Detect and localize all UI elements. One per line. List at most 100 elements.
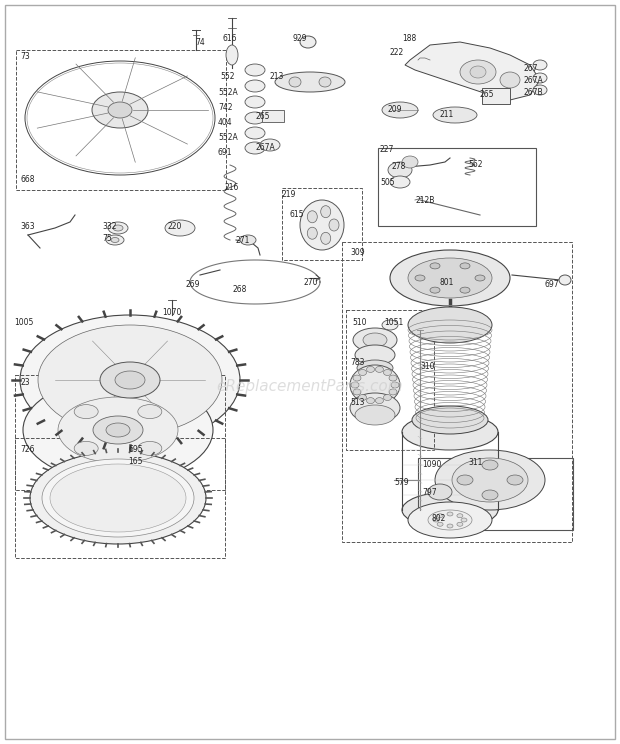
Text: 505: 505 bbox=[380, 178, 394, 187]
Ellipse shape bbox=[113, 225, 123, 231]
Ellipse shape bbox=[20, 315, 240, 445]
Text: 562: 562 bbox=[468, 160, 482, 169]
Ellipse shape bbox=[363, 333, 387, 347]
Ellipse shape bbox=[559, 275, 571, 285]
Ellipse shape bbox=[533, 73, 547, 83]
Ellipse shape bbox=[408, 502, 492, 538]
Ellipse shape bbox=[138, 405, 162, 419]
Ellipse shape bbox=[226, 45, 238, 65]
Text: 726: 726 bbox=[20, 445, 35, 454]
Ellipse shape bbox=[245, 80, 265, 92]
Text: 1005: 1005 bbox=[14, 318, 33, 327]
Ellipse shape bbox=[106, 423, 130, 437]
Text: 267A: 267A bbox=[524, 76, 544, 85]
Bar bbox=[342, 242, 572, 542]
Ellipse shape bbox=[447, 512, 453, 516]
Ellipse shape bbox=[108, 102, 132, 118]
Text: 802: 802 bbox=[432, 514, 446, 523]
Ellipse shape bbox=[402, 414, 498, 450]
Text: 801: 801 bbox=[440, 278, 454, 287]
Ellipse shape bbox=[475, 275, 485, 281]
Ellipse shape bbox=[408, 307, 492, 343]
Ellipse shape bbox=[408, 258, 492, 298]
Ellipse shape bbox=[74, 405, 98, 419]
Text: 783: 783 bbox=[350, 358, 365, 367]
Text: 616: 616 bbox=[223, 34, 237, 43]
Text: 310: 310 bbox=[420, 362, 435, 371]
Ellipse shape bbox=[353, 375, 361, 381]
Ellipse shape bbox=[437, 522, 443, 526]
Ellipse shape bbox=[382, 320, 398, 330]
Text: 797: 797 bbox=[422, 488, 436, 497]
Ellipse shape bbox=[50, 464, 186, 532]
Ellipse shape bbox=[38, 325, 222, 435]
Ellipse shape bbox=[430, 287, 440, 293]
Ellipse shape bbox=[93, 416, 143, 444]
Text: 695: 695 bbox=[128, 445, 143, 454]
Ellipse shape bbox=[437, 514, 443, 518]
Text: 222: 222 bbox=[390, 48, 404, 57]
Ellipse shape bbox=[308, 227, 317, 240]
Text: 227: 227 bbox=[380, 145, 394, 154]
Ellipse shape bbox=[355, 405, 395, 425]
Text: 213: 213 bbox=[270, 72, 285, 81]
Ellipse shape bbox=[319, 77, 331, 87]
Text: 1070: 1070 bbox=[162, 308, 182, 317]
Ellipse shape bbox=[321, 205, 330, 218]
Ellipse shape bbox=[402, 156, 418, 168]
Ellipse shape bbox=[461, 518, 467, 522]
Text: 513: 513 bbox=[350, 398, 365, 407]
Ellipse shape bbox=[412, 406, 488, 434]
Text: 1090: 1090 bbox=[422, 460, 441, 469]
Text: 211: 211 bbox=[440, 110, 454, 119]
Ellipse shape bbox=[358, 394, 366, 400]
Text: 668: 668 bbox=[20, 175, 35, 184]
Text: 209: 209 bbox=[388, 105, 402, 114]
Ellipse shape bbox=[106, 235, 124, 245]
Ellipse shape bbox=[240, 235, 256, 245]
Text: 267: 267 bbox=[524, 64, 539, 73]
Ellipse shape bbox=[507, 475, 523, 485]
Ellipse shape bbox=[428, 510, 472, 530]
Text: 579: 579 bbox=[394, 478, 409, 487]
Ellipse shape bbox=[366, 397, 374, 403]
Ellipse shape bbox=[460, 263, 470, 269]
Text: 269: 269 bbox=[186, 280, 200, 289]
Ellipse shape bbox=[389, 375, 397, 381]
Ellipse shape bbox=[470, 66, 486, 78]
Bar bbox=[15, 438, 225, 558]
Ellipse shape bbox=[138, 441, 162, 455]
Text: 363: 363 bbox=[20, 222, 35, 231]
Ellipse shape bbox=[245, 127, 265, 139]
Bar bbox=[15, 375, 225, 490]
Ellipse shape bbox=[382, 102, 418, 118]
Text: 74: 74 bbox=[195, 38, 205, 47]
Ellipse shape bbox=[433, 518, 439, 522]
Ellipse shape bbox=[533, 60, 547, 70]
Bar bbox=[16, 50, 226, 190]
Ellipse shape bbox=[457, 475, 473, 485]
Text: 270: 270 bbox=[304, 278, 319, 287]
Text: 332: 332 bbox=[102, 222, 117, 231]
Text: eReplacementParts.com: eReplacementParts.com bbox=[216, 379, 404, 394]
Text: 267B: 267B bbox=[524, 88, 544, 97]
Bar bbox=[482, 88, 510, 104]
Text: 1051: 1051 bbox=[384, 318, 403, 327]
Text: 309: 309 bbox=[350, 248, 365, 257]
Polygon shape bbox=[405, 42, 540, 100]
Ellipse shape bbox=[245, 96, 265, 108]
Bar bbox=[282, 188, 362, 260]
Text: 265: 265 bbox=[256, 112, 270, 121]
Bar bbox=[346, 310, 434, 450]
Text: 552A: 552A bbox=[218, 88, 237, 97]
Text: 271: 271 bbox=[236, 236, 250, 245]
Text: 691: 691 bbox=[218, 148, 232, 157]
Ellipse shape bbox=[482, 490, 498, 500]
Ellipse shape bbox=[245, 64, 265, 76]
Ellipse shape bbox=[245, 112, 265, 124]
Text: 212B: 212B bbox=[416, 196, 435, 205]
Ellipse shape bbox=[430, 263, 440, 269]
Text: 265: 265 bbox=[480, 90, 495, 99]
Text: 697: 697 bbox=[545, 280, 560, 289]
Ellipse shape bbox=[460, 287, 470, 293]
